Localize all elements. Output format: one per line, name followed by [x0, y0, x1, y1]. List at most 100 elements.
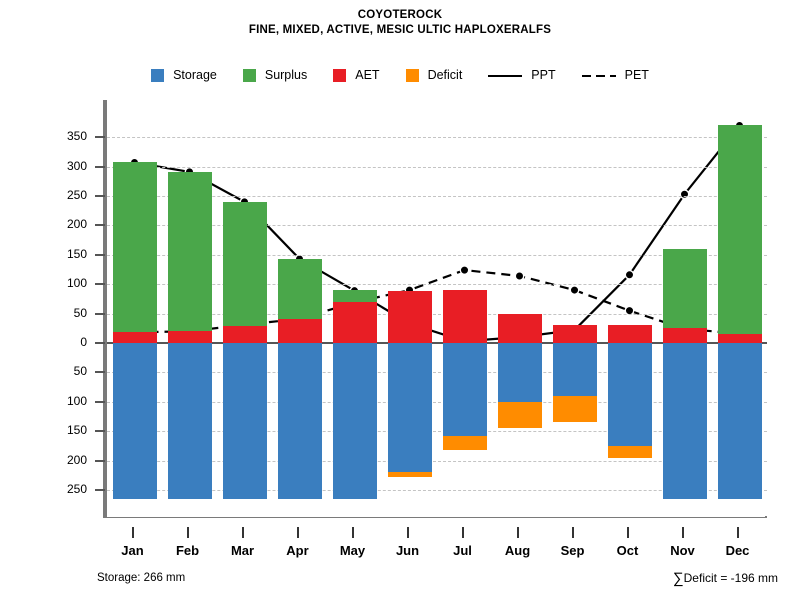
bar-segment-storage[interactable] — [332, 343, 377, 500]
gridline — [107, 137, 767, 139]
gridline — [107, 166, 767, 168]
bar-column-may[interactable] — [332, 100, 377, 517]
bar-segment-aet[interactable] — [277, 319, 322, 343]
sigma-icon: ∑ — [672, 570, 684, 587]
bar-column-mar[interactable] — [222, 100, 267, 517]
legend-label: Surplus — [264, 68, 308, 82]
bar-segment-surplus[interactable] — [112, 162, 157, 333]
legend-item-aet[interactable]: AET — [333, 68, 380, 82]
bar-segment-surplus[interactable] — [332, 290, 377, 302]
x-axis-tick — [351, 527, 354, 538]
bar-segment-aet[interactable] — [332, 301, 377, 343]
bar-segment-aet[interactable] — [167, 331, 212, 343]
bar-column-apr[interactable] — [277, 100, 322, 517]
x-axis-label-jun: Jun — [395, 543, 420, 558]
bar-segment-surplus[interactable] — [277, 258, 322, 320]
x-axis-line — [105, 516, 767, 518]
bar-segment-storage[interactable] — [112, 343, 157, 500]
legend-swatch-storage — [151, 68, 165, 82]
bar-segment-aet[interactable] — [717, 334, 762, 343]
bar-column-nov[interactable] — [662, 100, 707, 517]
legend-label: PPT — [531, 68, 556, 82]
bar-column-oct[interactable] — [607, 100, 652, 517]
bar-column-feb[interactable] — [167, 100, 212, 517]
bar-segment-storage[interactable] — [222, 343, 267, 500]
gridline — [107, 431, 767, 433]
bar-segment-aet[interactable] — [442, 290, 487, 343]
gridline — [107, 196, 767, 197]
bar-segment-deficit[interactable] — [442, 435, 487, 450]
x-axis-label-may: May — [339, 543, 366, 558]
bar-segment-deficit[interactable] — [607, 445, 652, 459]
bar-column-aug[interactable] — [497, 100, 542, 517]
legend-swatch-aet — [333, 68, 347, 82]
bar-segment-storage[interactable] — [497, 343, 542, 402]
bar-segment-storage[interactable] — [387, 343, 432, 473]
bar-column-jul[interactable] — [442, 100, 487, 517]
legend-item-surplus[interactable]: Surplus — [242, 68, 308, 82]
storage-note: Storage: 266 mm — [97, 572, 186, 584]
bar-segment-storage[interactable] — [552, 343, 597, 396]
bar-column-jan[interactable] — [112, 100, 157, 517]
bar-segment-storage[interactable] — [717, 343, 762, 500]
legend-item-deficit[interactable]: Deficit — [405, 68, 462, 82]
bar-segment-aet[interactable] — [662, 328, 707, 343]
y-axis-tick — [95, 312, 105, 315]
y-axis-tick — [95, 165, 105, 168]
bar-segment-deficit[interactable] — [387, 472, 432, 478]
legend-swatch-surplus — [242, 68, 256, 82]
x-axis-tick — [296, 527, 299, 538]
bar-segment-surplus[interactable] — [717, 125, 762, 335]
bar-segment-aet[interactable] — [112, 332, 157, 343]
pet-point[interactable] — [569, 285, 580, 295]
y-axis-tick-label: 100 — [66, 393, 87, 408]
legend-dashed-line-icon — [581, 69, 616, 82]
bar-segment-aet[interactable] — [387, 291, 432, 343]
y-axis-tick — [95, 459, 105, 462]
y-axis-tick — [95, 430, 105, 433]
legend-label: AET — [355, 68, 380, 82]
bar-column-jun[interactable] — [387, 100, 432, 517]
pet-point[interactable] — [514, 271, 525, 281]
bar-segment-storage[interactable] — [442, 343, 487, 436]
bar-segment-aet[interactable] — [222, 325, 267, 343]
legend-item-ppt[interactable]: PPT — [488, 68, 556, 82]
y-axis-line — [103, 100, 105, 518]
y-axis-tick-label: 0 — [80, 335, 87, 349]
bar-column-dec[interactable] — [717, 100, 762, 517]
y-axis-tick-label: 300 — [66, 158, 87, 173]
bar-segment-deficit[interactable] — [552, 395, 597, 423]
y-axis-tick — [95, 136, 105, 139]
x-axis-tick — [736, 527, 739, 538]
bar-segment-storage[interactable] — [662, 343, 707, 500]
gridline — [107, 225, 767, 227]
y-axis-tick-label: 250 — [66, 482, 87, 496]
bar-segment-storage[interactable] — [167, 343, 212, 500]
bar-segment-storage[interactable] — [277, 343, 322, 500]
ppt-point[interactable] — [624, 269, 635, 280]
legend-item-storage[interactable]: Storage — [151, 68, 217, 82]
bar-segment-aet[interactable] — [552, 325, 597, 343]
bar-column-sep[interactable] — [552, 100, 597, 517]
title-line-2: FINE, MIXED, ACTIVE, MESIC ULTIC HAPLOXE… — [248, 24, 552, 36]
bar-segment-surplus[interactable] — [222, 201, 267, 326]
bar-segment-deficit[interactable] — [497, 401, 542, 429]
bar-segment-aet[interactable] — [497, 313, 542, 343]
y-axis-tick — [95, 489, 105, 491]
plot-area — [105, 100, 767, 517]
bar-segment-aet[interactable] — [607, 325, 652, 343]
legend-item-pet[interactable]: PET — [581, 68, 649, 82]
x-axis-tick — [571, 527, 574, 538]
deficit-note: ∑Deficit = -196 mm — [673, 570, 778, 587]
bar-segment-surplus[interactable] — [662, 248, 707, 329]
bar-segment-surplus[interactable] — [167, 172, 212, 332]
pet-point[interactable] — [624, 305, 635, 316]
x-axis-label-apr: Apr — [286, 543, 309, 558]
y-axis-tick — [95, 224, 105, 227]
gridline — [107, 313, 767, 315]
x-axis-label-jul: Jul — [453, 543, 472, 558]
x-axis-tick — [131, 527, 134, 538]
pet-point[interactable] — [459, 265, 470, 275]
bar-segment-storage[interactable] — [607, 343, 652, 446]
y-axis-tick-label: 350 — [66, 129, 87, 144]
